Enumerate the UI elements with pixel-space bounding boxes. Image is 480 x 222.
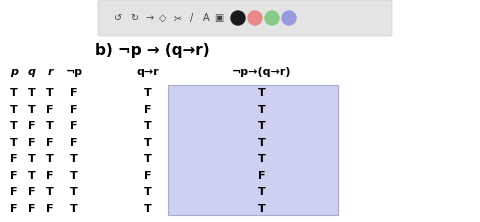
- Text: ¬p: ¬p: [65, 67, 83, 77]
- Circle shape: [231, 11, 245, 25]
- Text: q→r: q→r: [137, 67, 159, 77]
- Text: T: T: [46, 154, 54, 164]
- Text: T: T: [144, 154, 152, 164]
- Text: F: F: [28, 121, 36, 131]
- Text: T: T: [28, 170, 36, 180]
- Text: p: p: [10, 67, 18, 77]
- Text: T: T: [10, 121, 18, 131]
- Text: T: T: [10, 137, 18, 147]
- Text: F: F: [258, 170, 266, 180]
- Text: T: T: [258, 88, 266, 98]
- Text: F: F: [28, 187, 36, 197]
- Text: T: T: [144, 88, 152, 98]
- Text: →: →: [146, 13, 154, 23]
- Text: T: T: [70, 187, 78, 197]
- Text: A: A: [203, 13, 209, 23]
- Text: T: T: [258, 204, 266, 214]
- Text: F: F: [28, 204, 36, 214]
- Text: F: F: [10, 170, 18, 180]
- Text: T: T: [258, 105, 266, 115]
- Text: ↻: ↻: [130, 13, 138, 23]
- Text: F: F: [46, 137, 54, 147]
- Text: T: T: [258, 137, 266, 147]
- Text: q: q: [28, 67, 36, 77]
- Circle shape: [282, 11, 296, 25]
- Text: F: F: [70, 137, 78, 147]
- Text: F: F: [144, 170, 152, 180]
- Text: F: F: [10, 187, 18, 197]
- Text: ↺: ↺: [114, 13, 122, 23]
- Text: ✂: ✂: [174, 13, 182, 23]
- Text: T: T: [28, 105, 36, 115]
- Text: T: T: [28, 154, 36, 164]
- Text: T: T: [144, 187, 152, 197]
- Text: T: T: [258, 154, 266, 164]
- Text: T: T: [144, 121, 152, 131]
- Text: T: T: [10, 88, 18, 98]
- Text: T: T: [28, 88, 36, 98]
- Text: F: F: [46, 170, 54, 180]
- Text: ◇: ◇: [159, 13, 167, 23]
- Text: T: T: [258, 121, 266, 131]
- Text: F: F: [46, 105, 54, 115]
- Text: T: T: [70, 170, 78, 180]
- Text: F: F: [70, 105, 78, 115]
- Text: T: T: [70, 154, 78, 164]
- Text: /: /: [191, 13, 193, 23]
- Text: T: T: [46, 121, 54, 131]
- Text: T: T: [46, 88, 54, 98]
- Text: T: T: [258, 187, 266, 197]
- Text: r: r: [47, 67, 53, 77]
- Text: ▣: ▣: [215, 13, 224, 23]
- Text: T: T: [10, 105, 18, 115]
- Text: ¬p→(q→r): ¬p→(q→r): [232, 67, 292, 77]
- Circle shape: [248, 11, 262, 25]
- Text: F: F: [10, 204, 18, 214]
- Text: F: F: [46, 204, 54, 214]
- FancyBboxPatch shape: [168, 85, 338, 215]
- Text: F: F: [10, 154, 18, 164]
- Text: T: T: [70, 204, 78, 214]
- Text: T: T: [46, 187, 54, 197]
- Text: F: F: [144, 105, 152, 115]
- Text: F: F: [28, 137, 36, 147]
- Text: T: T: [144, 204, 152, 214]
- Text: F: F: [70, 121, 78, 131]
- Text: F: F: [70, 88, 78, 98]
- Text: b) ¬p → (q→r): b) ¬p → (q→r): [95, 42, 210, 57]
- Circle shape: [265, 11, 279, 25]
- FancyBboxPatch shape: [98, 0, 392, 36]
- Text: T: T: [144, 137, 152, 147]
